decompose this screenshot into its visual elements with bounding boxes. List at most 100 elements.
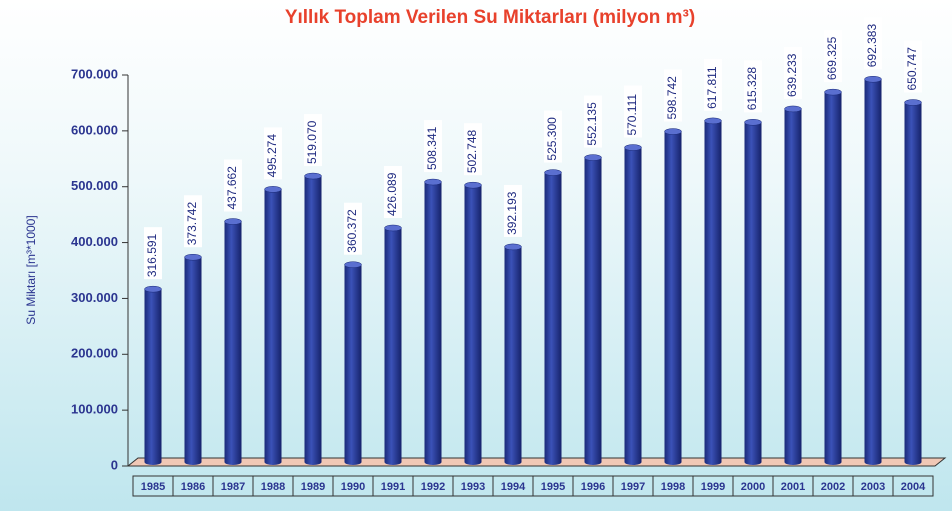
x-tick-label: 1994 — [501, 481, 526, 493]
value-label-bg — [304, 114, 322, 167]
value-label-bg — [664, 69, 682, 122]
value-label: 570.111 — [625, 94, 639, 136]
value-label-bg — [624, 85, 642, 138]
bar — [504, 243, 522, 465]
bar — [464, 182, 482, 465]
y-tick-label: 500.000 — [71, 178, 118, 193]
x-tick-box — [892, 475, 934, 497]
value-label-bg — [584, 95, 602, 148]
x-tick-label: 1992 — [421, 481, 445, 493]
bar-top — [224, 218, 242, 225]
x-tick-label: 2003 — [861, 481, 885, 493]
value-label-bg — [544, 110, 562, 163]
y-tick-label: 0 — [111, 457, 118, 472]
x-tick-label: 1998 — [661, 481, 685, 493]
value-label-bg — [504, 184, 522, 237]
value-label: 495.274 — [265, 134, 279, 178]
value-label-bg — [464, 123, 482, 176]
value-label-bg — [864, 17, 882, 70]
value-label: 437.662 — [225, 166, 239, 210]
bar — [744, 119, 762, 466]
y-tick-label: 400.000 — [71, 234, 118, 249]
bar-top — [144, 285, 162, 293]
bar — [584, 154, 602, 465]
value-label-bg — [384, 165, 402, 218]
y-tick-label: 200.000 — [71, 346, 118, 361]
bar-top — [664, 128, 682, 135]
x-tick-label: 1997 — [621, 481, 645, 493]
bar-top — [464, 181, 482, 189]
value-label: 502.748 — [465, 129, 479, 173]
x-tick-label: 2000 — [741, 481, 765, 493]
value-label-bg — [344, 202, 362, 255]
value-label-bg — [184, 195, 202, 248]
bar-top — [424, 178, 442, 186]
x-tick-label: 1988 — [261, 481, 285, 493]
x-tick-label: 1986 — [181, 481, 205, 493]
bar — [264, 186, 282, 465]
value-label: 360.372 — [345, 209, 359, 253]
value-label-bg — [224, 159, 242, 212]
bar — [304, 173, 322, 465]
bar — [864, 76, 882, 465]
value-label: 519.070 — [305, 120, 319, 164]
x-tick-label: 1999 — [701, 481, 725, 493]
bar — [384, 224, 402, 465]
y-tick-label: 700.000 — [71, 66, 118, 81]
bar-top — [504, 243, 522, 251]
bar-top — [384, 224, 402, 232]
bar — [904, 99, 922, 465]
bar-top — [744, 119, 762, 126]
bar-top — [624, 144, 642, 151]
value-label-bg — [424, 120, 442, 173]
x-tick-label: 1993 — [461, 481, 485, 493]
value-label-bg — [264, 127, 282, 180]
bar-top — [904, 99, 922, 106]
bar — [784, 105, 802, 465]
bar-top — [264, 186, 282, 193]
value-label: 639.233 — [785, 53, 799, 97]
value-label: 598.742 — [665, 76, 679, 120]
x-tick-label: 1985 — [141, 481, 165, 493]
y-axis-label: Su Miktarı [m³*1000] — [24, 215, 38, 324]
bar-top — [824, 88, 842, 96]
bar-top — [544, 169, 562, 176]
value-label-bg — [904, 40, 922, 93]
x-tick-label: 1991 — [381, 481, 405, 493]
x-tick-label: 2001 — [781, 481, 805, 493]
bar-top — [344, 261, 362, 268]
bar — [824, 89, 842, 465]
value-label: 650.747 — [905, 47, 919, 91]
value-label: 692.383 — [865, 24, 879, 68]
bar-top — [784, 105, 802, 113]
x-tick-label: 1989 — [301, 481, 325, 493]
y-tick-label: 600.000 — [71, 122, 118, 137]
bar-top — [864, 76, 882, 83]
floor — [126, 457, 947, 467]
x-tick-label: 2004 — [901, 481, 926, 493]
bar-top — [304, 172, 322, 180]
value-label: 316.591 — [145, 233, 159, 277]
value-label: 552.135 — [585, 102, 599, 146]
value-label: 617.811 — [705, 66, 719, 109]
bar — [224, 218, 242, 465]
bar — [664, 128, 682, 465]
value-label-bg — [144, 227, 162, 280]
value-label-bg — [784, 46, 802, 99]
bar — [424, 179, 442, 465]
x-tick-label: 2002 — [821, 481, 845, 493]
value-label: 373.742 — [185, 202, 199, 246]
value-label: 615.328 — [745, 67, 759, 111]
y-tick-label: 100.000 — [71, 402, 118, 417]
bar-top — [704, 117, 722, 125]
value-label: 426.089 — [385, 172, 399, 216]
x-tick-label: 1996 — [581, 481, 605, 493]
x-tick-label: 1995 — [541, 481, 565, 493]
value-label: 392.193 — [505, 191, 519, 235]
bar-top — [584, 154, 602, 161]
x-tick-label: 1990 — [341, 481, 365, 493]
bar — [624, 144, 642, 465]
bar — [704, 117, 722, 465]
bar — [184, 254, 202, 465]
